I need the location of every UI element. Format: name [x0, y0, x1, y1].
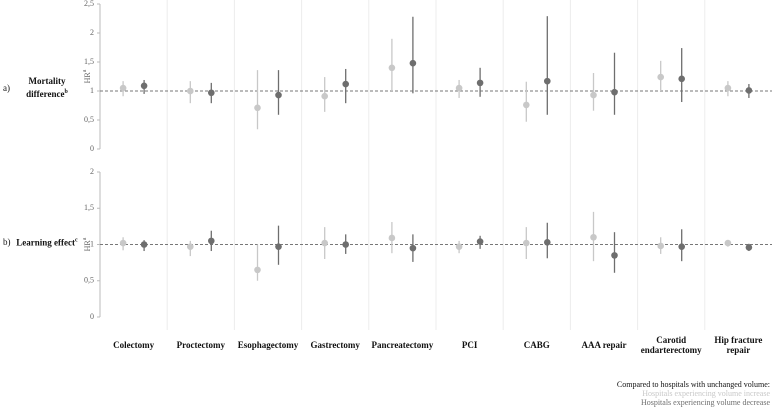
point [187, 87, 194, 95]
point [140, 82, 148, 90]
point [119, 239, 127, 247]
point [590, 233, 597, 241]
point [254, 266, 261, 274]
y-tick-label: 2 [90, 167, 94, 176]
y-tick-label: 2,5 [84, 0, 94, 8]
point [342, 241, 350, 248]
point [140, 241, 148, 248]
point [745, 244, 753, 251]
y-axis-title-text: HR [83, 72, 92, 84]
point [724, 239, 732, 247]
point [208, 237, 215, 245]
point [523, 101, 530, 109]
y-axis-title: HRa [82, 237, 91, 251]
y-tick-label: 1 [90, 239, 94, 248]
x-tick-label: Colectomy [113, 340, 155, 350]
legend-entry: Hospitals experiencing volume increase [642, 389, 770, 398]
x-tick-label: AAA repair [581, 340, 627, 350]
y-tick-label: 1,5 [84, 203, 94, 212]
point [321, 239, 329, 247]
x-tick-label: Proctectomy [176, 340, 225, 350]
x-tick-label: Gastrectomy [310, 340, 360, 350]
y-tick-label: 2 [90, 28, 94, 37]
y-tick-label: 1,5 [84, 57, 94, 66]
x-tick-label: Esophagectomy [237, 340, 299, 350]
point [544, 239, 551, 246]
point [409, 244, 417, 252]
panel-label-sup: b [64, 89, 68, 95]
y-tick-label: 0,5 [84, 276, 94, 285]
point [590, 91, 597, 99]
x-tick-label: Hip fracture repair [714, 335, 763, 355]
point [611, 88, 618, 96]
panel-number: b) [3, 236, 11, 247]
x-tick-label: CABG [523, 340, 550, 350]
point [544, 77, 551, 85]
legend-entry: Hospitals experiencing volume decrease [640, 398, 770, 407]
point [254, 104, 261, 112]
point [119, 84, 127, 92]
point [611, 252, 618, 259]
panel-label: Mortality differenceb [16, 76, 78, 100]
x-tick-label: PCI [461, 340, 478, 350]
panel-label: Learning effectc [16, 235, 78, 248]
point [187, 243, 194, 250]
point [476, 238, 484, 245]
point [388, 234, 396, 242]
panel-label-text: Learning effect [16, 237, 76, 247]
point [657, 73, 664, 81]
point [321, 92, 329, 100]
point [275, 91, 282, 99]
point [678, 243, 685, 250]
legend-title: Compared to hospitals with unchanged vol… [616, 380, 770, 389]
point [657, 242, 664, 250]
y-axis-title-text: HR [83, 240, 92, 252]
panel-label-sup: c [75, 237, 78, 243]
point [388, 64, 396, 72]
panel-label-text: Mortality difference [26, 76, 66, 99]
point [208, 89, 215, 97]
point [476, 79, 484, 87]
y-tick-label: 0,5 [84, 115, 94, 124]
y-axis-title-sup: a [82, 237, 88, 240]
point [523, 239, 530, 247]
point [342, 80, 350, 88]
point [275, 243, 282, 250]
x-tick-label: Pancreatectomy [371, 340, 434, 350]
y-axis-title-sup: a [82, 69, 88, 72]
point [455, 243, 463, 250]
x-tick-label: Carotid endarterectomy [640, 335, 702, 355]
y-tick-label: 0 [90, 312, 94, 321]
point [678, 75, 685, 83]
point [409, 59, 417, 67]
point [455, 84, 463, 92]
y-axis-title: HRa [82, 69, 91, 83]
point [745, 87, 753, 94]
panel-number: a) [3, 83, 10, 93]
y-tick-label: 1 [90, 86, 94, 95]
y-tick-label: 0 [90, 144, 94, 153]
point [724, 84, 732, 92]
